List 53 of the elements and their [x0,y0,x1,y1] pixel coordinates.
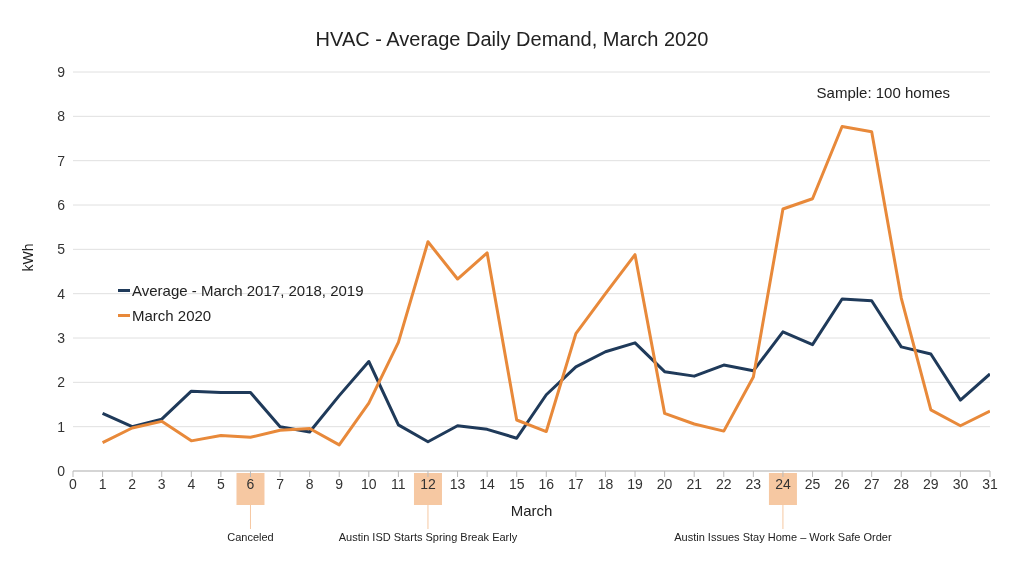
x-tick-label: 19 [627,475,644,492]
x-tick-label: 14 [479,475,496,492]
y-tick-label: 1 [57,418,66,435]
y-tick-label: 8 [57,108,66,125]
ref-line-label: Canceled [227,531,274,543]
x-tick-label: 8 [305,475,314,492]
chart-title: HVAC - Average Daily Demand, March 2020 [314,28,710,51]
x-tick-label: 30 [952,475,969,492]
x-axis-title: March [510,502,553,519]
x-tick-label: 28 [893,475,910,492]
y-tick-label: 7 [57,152,66,169]
x-tick-label: 31 [982,475,998,492]
legend-label: Average - March 2017, 2018, 2019 [132,281,364,299]
x-tick-label: 10 [361,475,377,492]
x-tick-label: 22 [715,475,732,492]
x-tick-label: 26 [834,475,851,492]
x-tick-label: 1 [98,475,107,492]
line-series [101,297,990,444]
ref-line-label: Austin ISD Starts Spring Break Early [338,531,518,543]
x-tick-label: 21 [686,475,703,492]
x-tick-label: 13 [449,475,466,492]
x-tick-label: 4 [187,475,196,492]
x-tick-label: 2 [128,475,137,492]
x-tick-label: 3 [157,475,166,492]
y-tick-label: 5 [57,241,66,258]
x-tick-label: 6 [246,475,255,492]
ref-line-label: Austin Issues Stay Home – Work Safe Order [674,531,892,543]
x-tick-label: 25 [804,475,821,492]
x-tick-label: 27 [863,475,880,492]
x-tick-label: 5 [217,475,225,492]
x-tick-label: 17 [568,475,584,492]
x-tick-label: 15 [508,475,525,492]
x-tick-label: 16 [538,475,555,492]
line-series [101,125,990,447]
annotation: Sample: 100 homes [816,84,950,101]
x-tick-label: 12 [420,475,436,492]
x-tick-label: 11 [391,475,406,492]
x-tick-label: 18 [597,475,614,492]
x-tick-label: 0 [69,475,78,492]
y-axis-title: kWh [19,243,36,272]
x-tick-label: 7 [276,475,285,492]
y-tick-label: 3 [57,329,66,346]
y-tick-label: 4 [57,285,66,302]
legend-label: March 2020 [132,306,212,324]
x-tick-label: 9 [335,475,344,492]
x-tick-label: 23 [745,475,762,492]
x-tick-label: 24 [775,475,791,492]
y-tick-label: 6 [57,196,66,213]
x-tick-label: 29 [923,475,939,492]
y-tick-label: 9 [57,63,66,80]
y-tick-label: 0 [57,462,66,479]
x-tick-label: 20 [656,475,673,492]
y-tick-label: 2 [57,374,66,391]
